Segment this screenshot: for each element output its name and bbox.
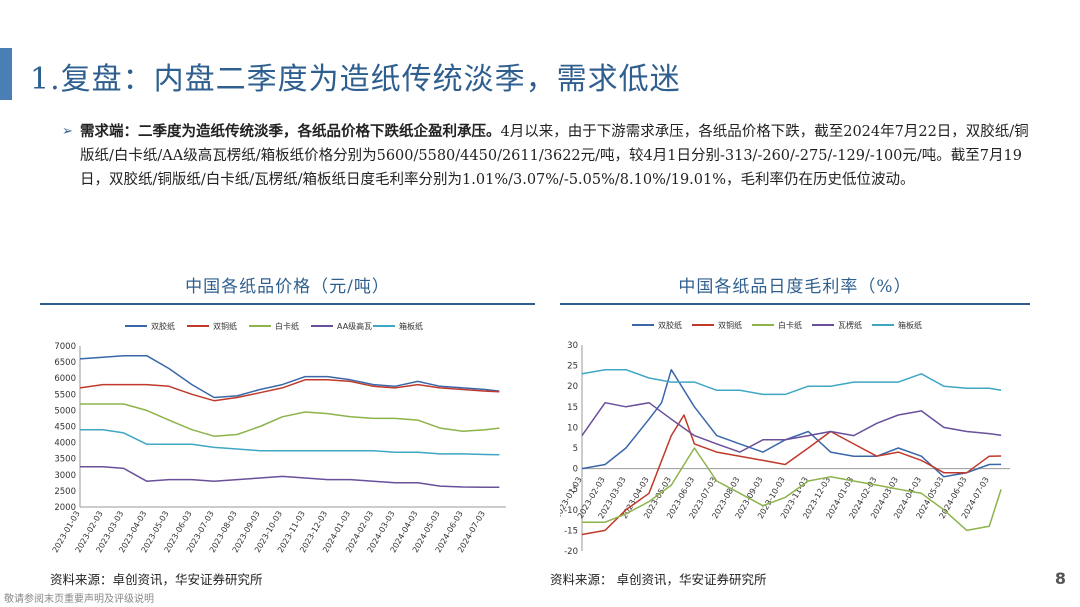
series-line-3 bbox=[582, 447, 1002, 532]
series-line-5 bbox=[80, 428, 500, 456]
legend-label: 白卡纸 bbox=[778, 320, 802, 330]
source-note-right: 资料来源： 卓创资讯，华安证券研究所 bbox=[550, 572, 767, 587]
y-tick-label: 7000 bbox=[54, 342, 76, 352]
chart-title-margin: 中国各纸品日度毛利率（%） bbox=[678, 277, 912, 297]
y-tick-label: 5500 bbox=[54, 390, 76, 400]
series-line-4 bbox=[80, 466, 500, 489]
chart-legend: 双胶纸 双铜纸 白卡纸 瓦楞纸 箱板纸 bbox=[632, 320, 922, 330]
y-tick-label: 30 bbox=[567, 341, 578, 351]
chart-title-prices: 中国各纸品价格（元/吨） bbox=[185, 277, 390, 297]
bullet-arrow-icon: ➢ bbox=[62, 124, 73, 139]
bullet-body: 4月以来，由于下游需求承压，各纸品价格下跌，截至2024年7月22日，双胶纸/铜… bbox=[80, 124, 1029, 188]
series-line-5 bbox=[581, 368, 1002, 396]
y-tick-label: 3000 bbox=[54, 471, 76, 481]
chart-rule-right bbox=[560, 303, 1030, 305]
y-tick-label: 3500 bbox=[54, 455, 76, 465]
legend-label: 箱板纸 bbox=[898, 320, 922, 330]
y-tick-label: 25 bbox=[567, 362, 578, 372]
series-line-3 bbox=[80, 403, 500, 437]
bullet-lead: 需求端：二季度为造纸传统淡季，各纸品价格下跌纸企盈利承压。 bbox=[80, 123, 501, 140]
legend-label: 箱板纸 bbox=[399, 321, 423, 331]
y-tick-label: 6000 bbox=[54, 374, 76, 384]
y-tick-label: 5 bbox=[573, 444, 578, 454]
legend-label: 瓦楞纸 bbox=[838, 320, 862, 330]
legend-label: 白卡纸 bbox=[275, 321, 299, 331]
title-accent-bar bbox=[0, 48, 12, 100]
y-tick-label: -20 bbox=[564, 547, 578, 557]
page-title: 1.复盘：内盘二季度为造纸传统淡季，需求低迷 bbox=[30, 62, 681, 97]
series-line-2 bbox=[79, 379, 500, 402]
y-tick-label: 4000 bbox=[54, 439, 76, 449]
chart-legend: 双胶纸 双铜纸 白卡纸 AA级高瓦 箱板纸 bbox=[125, 321, 423, 331]
y-tick-label: -10 bbox=[564, 506, 578, 516]
page-number: 8 bbox=[1054, 569, 1066, 588]
legend-label: 双胶纸 bbox=[658, 320, 682, 330]
y-tick-label: -5 bbox=[570, 485, 578, 495]
y-tick-label: 15 bbox=[567, 403, 578, 413]
chart-rule-left bbox=[40, 303, 535, 305]
y-tick-label: 4500 bbox=[54, 423, 76, 433]
summary-bullet: ➢ 需求端：二季度为造纸传统淡季，各纸品价格下跌纸企盈利承压。4月以来，由于下游… bbox=[62, 120, 1040, 192]
y-tick-label: 10 bbox=[567, 423, 578, 433]
legend-label: 双铜纸 bbox=[213, 321, 237, 331]
y-tick-label: -15 bbox=[564, 526, 578, 536]
legend-label: 双胶纸 bbox=[151, 321, 175, 331]
disclaimer: 敬请参阅末页重要声明及评级说明 bbox=[4, 594, 154, 605]
series-line-4 bbox=[581, 401, 1002, 453]
legend-label: 双铜纸 bbox=[718, 320, 742, 330]
series-line-1 bbox=[79, 354, 500, 399]
source-note-left: 资料来源：卓创资讯，华安证券研究所 bbox=[50, 572, 263, 587]
y-tick-label: 2000 bbox=[54, 503, 76, 513]
y-tick-label: 20 bbox=[567, 382, 578, 392]
y-tick-label: 6500 bbox=[54, 358, 76, 368]
legend-label: AA级高瓦 bbox=[337, 321, 372, 331]
y-tick-label: 0 bbox=[573, 465, 578, 475]
price-chart: 双胶纸 双铜纸 白卡纸 AA级高瓦 箱板纸 2000 2500 3000 3500 4000 450… bbox=[51, 321, 506, 554]
y-tick-label: 5000 bbox=[54, 406, 76, 416]
margin-chart: 双胶纸 双铜纸 白卡纸 瓦楞纸 箱板纸-20-15-10-505101520253020… bbox=[560, 320, 1010, 557]
series-line-2 bbox=[581, 414, 1002, 536]
y-tick-label: 2500 bbox=[54, 487, 76, 497]
